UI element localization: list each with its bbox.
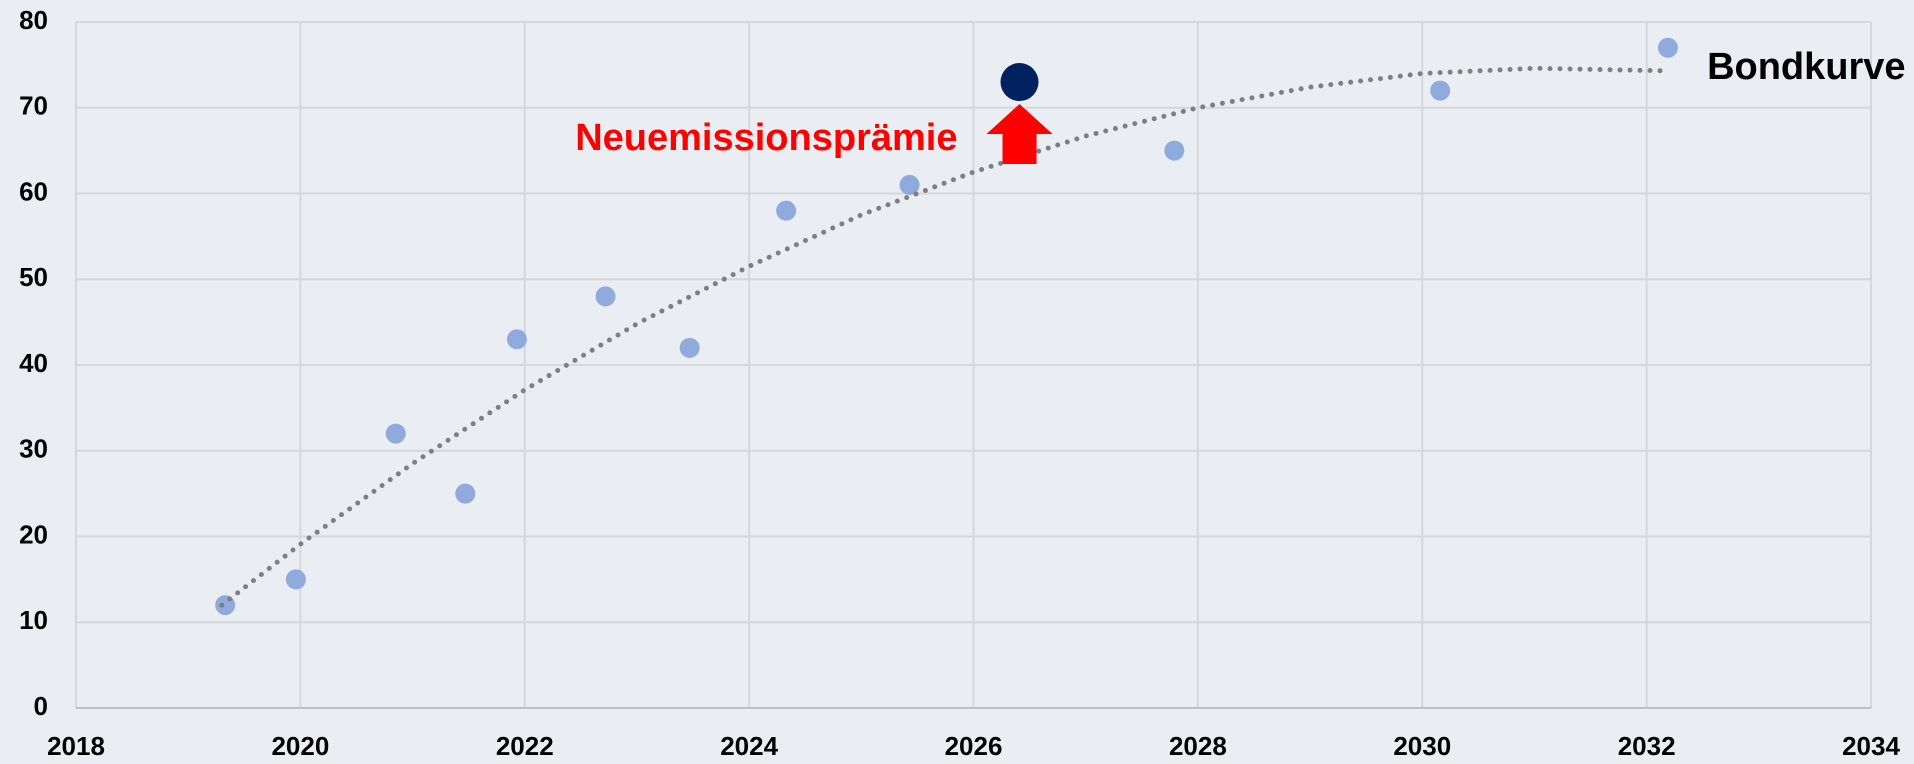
arrow [986, 104, 1053, 165]
y-tick-label: 80 [19, 5, 48, 35]
x-tick-label: 2022 [496, 731, 554, 761]
point [1164, 140, 1185, 161]
point [1430, 80, 1451, 101]
line-label: Bondkurve [1707, 46, 1905, 88]
point [285, 569, 306, 590]
x-tick-label: 2034 [1842, 731, 1900, 761]
y-tick-label: 30 [19, 434, 48, 464]
x-tick-label: 2024 [720, 731, 778, 761]
x-tick-label: 2020 [271, 731, 329, 761]
point [385, 423, 406, 444]
y-tick-label: 0 [34, 691, 48, 721]
y-tick-label: 70 [19, 91, 48, 121]
point [215, 595, 236, 616]
y-tick-label: 60 [19, 176, 48, 206]
point [776, 200, 797, 221]
x-tick-label: 2028 [1169, 731, 1227, 761]
x-tick-label: 2026 [945, 731, 1003, 761]
x-tick-label: 2030 [1393, 731, 1451, 761]
y-tick-label: 40 [19, 348, 48, 378]
x-tick-label: 2018 [47, 731, 105, 761]
trend-line [219, 65, 1672, 608]
point [1657, 37, 1678, 58]
y-tick-label: 50 [19, 262, 48, 292]
highlight-point [1000, 63, 1039, 102]
annotation: Neuemissionsprämie [575, 117, 957, 159]
point [506, 329, 527, 350]
y-tick-label: 20 [19, 519, 48, 549]
x-tick-label: 2032 [1618, 731, 1676, 761]
point [679, 337, 700, 358]
point [595, 286, 616, 307]
y-tick-label: 10 [19, 605, 48, 635]
point [455, 483, 476, 504]
point [899, 174, 920, 195]
